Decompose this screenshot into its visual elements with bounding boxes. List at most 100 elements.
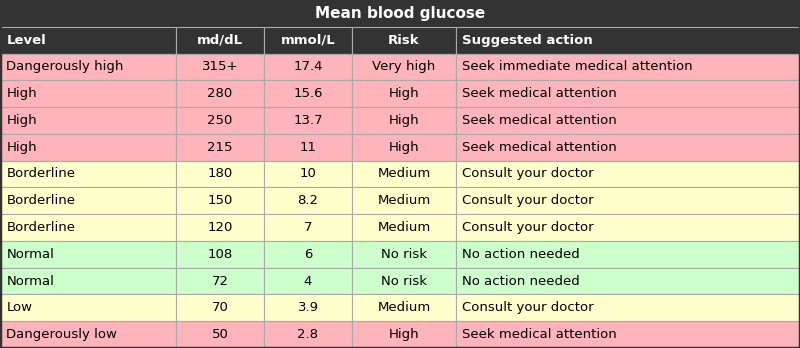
- Text: High: High: [6, 87, 37, 100]
- Text: Level: Level: [6, 34, 46, 47]
- Bar: [352, 294, 456, 321]
- Text: 15.6: 15.6: [294, 87, 322, 100]
- Bar: [456, 214, 800, 241]
- Bar: [264, 187, 352, 214]
- Bar: [176, 294, 264, 321]
- Bar: [352, 268, 456, 294]
- Bar: [456, 27, 800, 54]
- Bar: [0, 268, 176, 294]
- Bar: [456, 241, 800, 268]
- Text: Suggested action: Suggested action: [462, 34, 593, 47]
- Bar: [264, 321, 352, 348]
- Bar: [0, 27, 176, 54]
- Text: 8.2: 8.2: [298, 194, 318, 207]
- Text: Dangerously high: Dangerously high: [6, 61, 124, 73]
- Text: Borderline: Borderline: [6, 221, 75, 234]
- Text: Medium: Medium: [378, 194, 430, 207]
- Bar: [176, 134, 264, 161]
- Bar: [0, 214, 176, 241]
- Text: 4: 4: [304, 275, 312, 287]
- Text: Medium: Medium: [378, 221, 430, 234]
- Bar: [264, 161, 352, 187]
- Bar: [264, 214, 352, 241]
- Text: 215: 215: [207, 141, 233, 154]
- Text: 280: 280: [207, 87, 233, 100]
- Bar: [176, 54, 264, 80]
- Text: 13.7: 13.7: [293, 114, 323, 127]
- Bar: [176, 80, 264, 107]
- Bar: [0, 0, 800, 27]
- Text: Normal: Normal: [6, 275, 54, 287]
- Text: High: High: [389, 328, 419, 341]
- Text: Seek medical attention: Seek medical attention: [462, 141, 617, 154]
- Text: 6: 6: [304, 248, 312, 261]
- Bar: [456, 107, 800, 134]
- Bar: [0, 161, 176, 187]
- Text: 10: 10: [299, 167, 317, 181]
- Text: Low: Low: [6, 301, 32, 314]
- Bar: [456, 54, 800, 80]
- Bar: [352, 54, 456, 80]
- Bar: [0, 187, 176, 214]
- Text: High: High: [6, 114, 37, 127]
- Text: 120: 120: [207, 221, 233, 234]
- Bar: [352, 321, 456, 348]
- Bar: [456, 80, 800, 107]
- Text: 11: 11: [299, 141, 317, 154]
- Bar: [352, 27, 456, 54]
- Text: Consult your doctor: Consult your doctor: [462, 167, 594, 181]
- Bar: [264, 27, 352, 54]
- Text: High: High: [389, 114, 419, 127]
- Bar: [352, 187, 456, 214]
- Bar: [264, 294, 352, 321]
- Text: Seek medical attention: Seek medical attention: [462, 87, 617, 100]
- Bar: [456, 268, 800, 294]
- Text: md/dL: md/dL: [197, 34, 243, 47]
- Bar: [264, 54, 352, 80]
- Bar: [176, 214, 264, 241]
- Text: Medium: Medium: [378, 167, 430, 181]
- Text: Very high: Very high: [372, 61, 436, 73]
- Bar: [264, 268, 352, 294]
- Bar: [0, 107, 176, 134]
- Text: Mean blood glucose: Mean blood glucose: [315, 6, 485, 21]
- Bar: [0, 80, 176, 107]
- Bar: [264, 80, 352, 107]
- Text: 2.8: 2.8: [298, 328, 318, 341]
- Bar: [264, 107, 352, 134]
- Text: 250: 250: [207, 114, 233, 127]
- Bar: [176, 187, 264, 214]
- Text: Consult your doctor: Consult your doctor: [462, 194, 594, 207]
- Bar: [0, 294, 176, 321]
- Text: 108: 108: [207, 248, 233, 261]
- Bar: [176, 107, 264, 134]
- Text: Seek medical attention: Seek medical attention: [462, 328, 617, 341]
- Text: Medium: Medium: [378, 301, 430, 314]
- Text: High: High: [6, 141, 37, 154]
- Text: mmol/L: mmol/L: [281, 34, 335, 47]
- Bar: [0, 241, 176, 268]
- Text: No action needed: No action needed: [462, 248, 580, 261]
- Bar: [0, 134, 176, 161]
- Text: 17.4: 17.4: [294, 61, 322, 73]
- Text: Seek medical attention: Seek medical attention: [462, 114, 617, 127]
- Bar: [456, 134, 800, 161]
- Bar: [176, 241, 264, 268]
- Bar: [176, 268, 264, 294]
- Text: Risk: Risk: [388, 34, 420, 47]
- Bar: [176, 321, 264, 348]
- Bar: [456, 187, 800, 214]
- Text: High: High: [389, 87, 419, 100]
- Text: Consult your doctor: Consult your doctor: [462, 301, 594, 314]
- Text: 315+: 315+: [202, 61, 238, 73]
- Text: Normal: Normal: [6, 248, 54, 261]
- Bar: [352, 134, 456, 161]
- Text: 150: 150: [207, 194, 233, 207]
- Bar: [176, 161, 264, 187]
- Bar: [0, 54, 176, 80]
- Text: No risk: No risk: [381, 248, 427, 261]
- Text: 7: 7: [304, 221, 312, 234]
- Text: High: High: [389, 141, 419, 154]
- Text: Consult your doctor: Consult your doctor: [462, 221, 594, 234]
- Text: 50: 50: [211, 328, 229, 341]
